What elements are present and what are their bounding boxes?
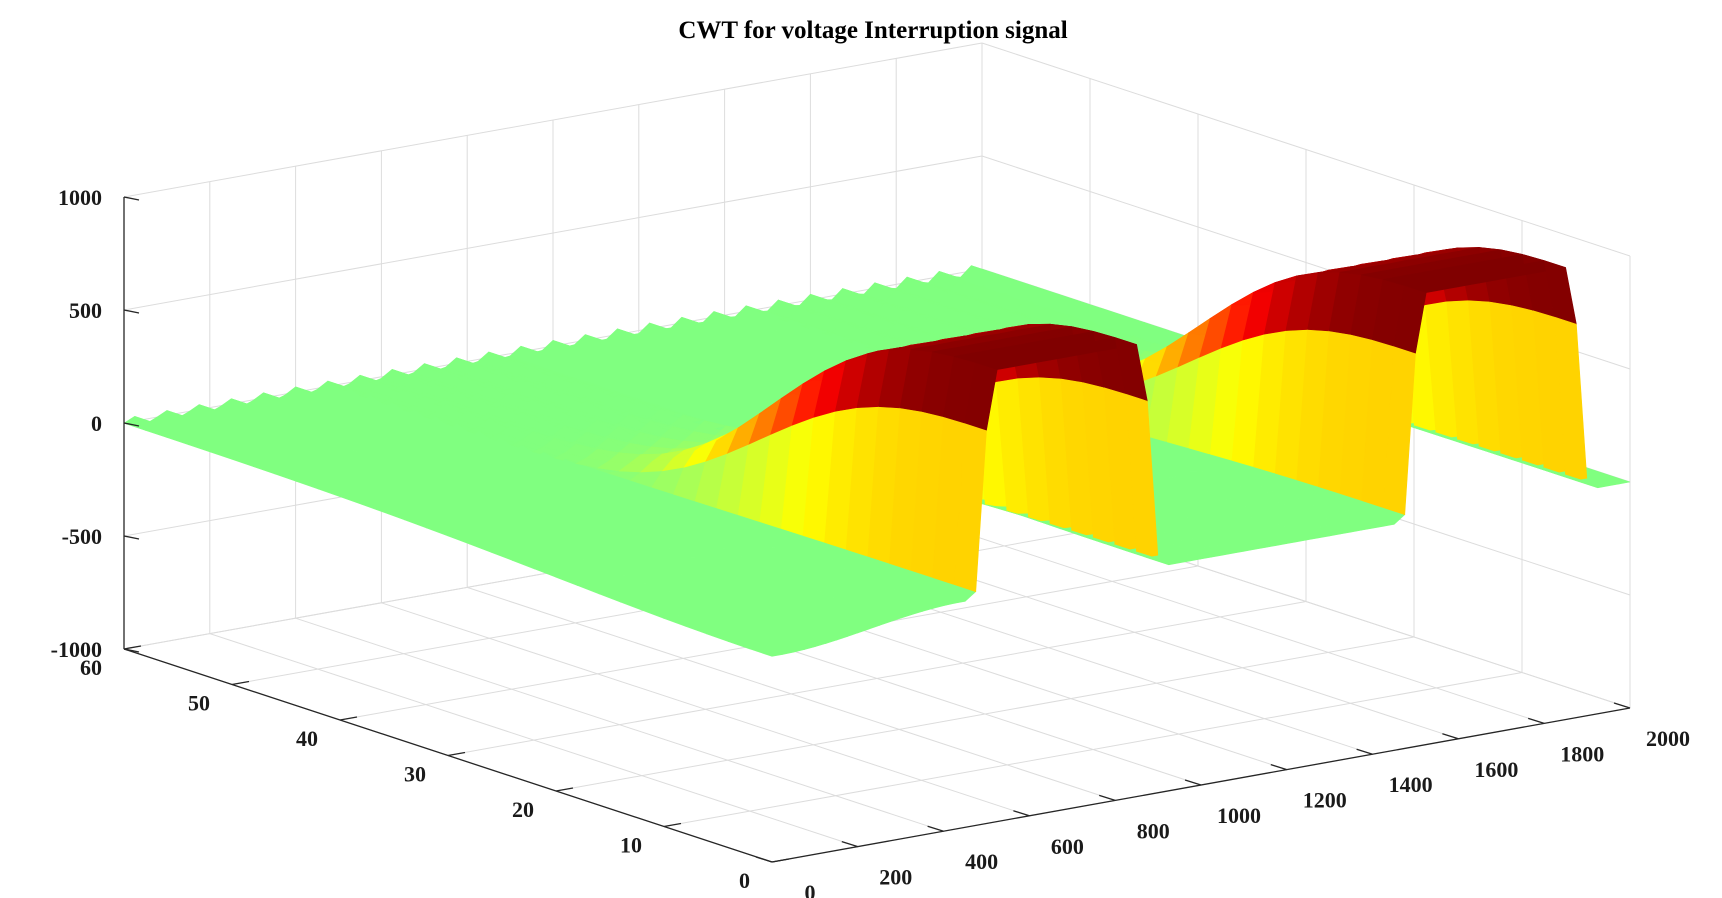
x-tick-mark	[1184, 779, 1202, 786]
z-tick-mark	[123, 309, 140, 314]
y-tick-mark	[231, 680, 250, 686]
x-tick-label: 200	[879, 865, 912, 890]
x-tick-label: 1600	[1474, 757, 1518, 782]
x-tick-label: 1400	[1389, 772, 1433, 797]
z-tick-label: -500	[62, 524, 102, 549]
y-tick-label: 40	[296, 726, 318, 751]
z-back-gridline	[123, 42, 983, 198]
y-tick-mark	[771, 858, 790, 863]
x-tick-label: 800	[1137, 818, 1170, 843]
x-tick-mark	[1270, 763, 1287, 771]
axes: 0200400600800100012001400160018002000010…	[51, 185, 1690, 898]
y-tick-label: 0	[739, 868, 750, 893]
y-floor-gridline	[663, 672, 1523, 827]
x-tick-mark	[1099, 794, 1116, 802]
x-tick-mark	[1613, 702, 1631, 709]
x-tick-mark	[1356, 748, 1373, 755]
y-tick-mark	[339, 716, 358, 721]
x-tick-label: 2000	[1646, 726, 1690, 751]
x-tick-label: 1000	[1217, 803, 1261, 828]
x-tick-label: 1800	[1560, 741, 1604, 766]
y-tick-mark	[663, 822, 682, 828]
y-tick-mark	[447, 751, 466, 757]
y-tick-label: 30	[404, 762, 426, 787]
chart-title: CWT for voltage Interruption signal	[678, 17, 1067, 44]
y-tick-mark	[555, 787, 574, 792]
x-tick-label: 400	[965, 849, 998, 874]
z-tick-label: 500	[69, 298, 102, 323]
x-tick-label: 1200	[1303, 788, 1347, 813]
x-tick-label: 600	[1051, 834, 1084, 859]
x-tick-mark	[1528, 717, 1545, 725]
x-tick-mark	[1442, 733, 1459, 740]
y-tick-label: 20	[512, 797, 534, 822]
surface-patch	[1597, 474, 1631, 485]
y-tick-mark	[123, 645, 142, 650]
x-tick-mark	[1013, 810, 1030, 817]
y-tick-label: 60	[80, 655, 102, 680]
z-tick-mark	[123, 422, 140, 427]
x-tick-mark	[927, 825, 944, 832]
x-tick-mark	[841, 840, 858, 848]
surface-plot	[123, 247, 1631, 657]
y-tick-label: 10	[620, 833, 642, 858]
z-tick-mark	[123, 648, 140, 653]
z-back-gridline	[123, 155, 983, 311]
z-tick-label: 0	[91, 411, 102, 436]
y-tick-label: 50	[188, 691, 210, 716]
z-tick-mark	[123, 535, 140, 540]
x-tick-label: 0	[805, 880, 816, 898]
z-tick-mark	[123, 196, 140, 201]
x-tick-mark	[755, 856, 773, 863]
z-side-gridline	[981, 42, 1631, 257]
y-floor-gridline	[447, 601, 1307, 756]
z-tick-label: 1000	[58, 185, 102, 210]
z-tick-label: -1000	[51, 637, 102, 662]
y-floor-gridline	[555, 636, 1415, 792]
